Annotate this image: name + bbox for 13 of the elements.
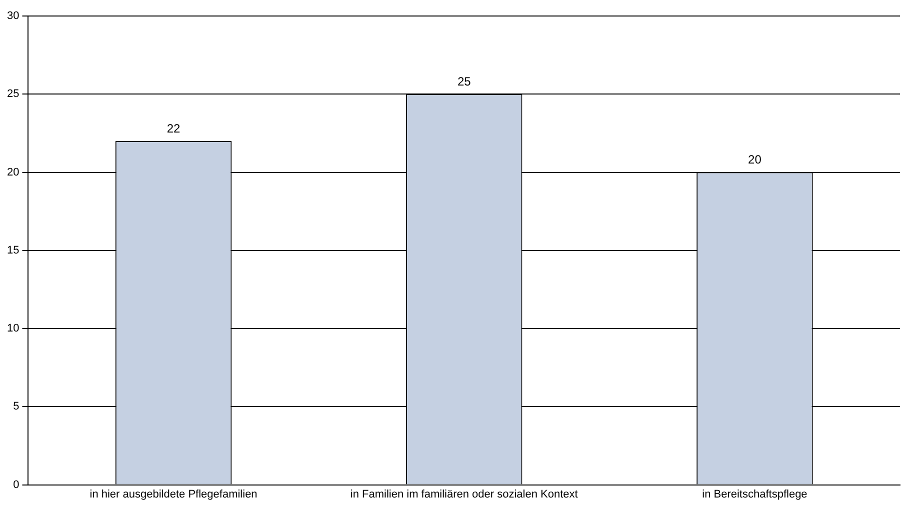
y-tick-label: 15	[6, 244, 20, 256]
y-tick-label: 20	[6, 166, 20, 178]
y-tick-label: 0	[13, 478, 20, 491]
data-label: 22	[166, 121, 181, 136]
y-tick-label: 25	[6, 88, 20, 100]
x-tick-label: in Familien im familiären oder sozialen Kontext	[350, 488, 578, 500]
x-tick-label: in Bereitschaftspflege	[702, 488, 808, 500]
x-tick-label: in hier ausgebildete Pflegefamilien	[90, 488, 258, 500]
data-label: 20	[748, 152, 762, 167]
y-tick-label: 5	[13, 400, 20, 413]
y-tick-label: 10	[6, 322, 20, 335]
data-label: 25	[457, 74, 472, 88]
y-tick-label: 30	[6, 10, 20, 22]
